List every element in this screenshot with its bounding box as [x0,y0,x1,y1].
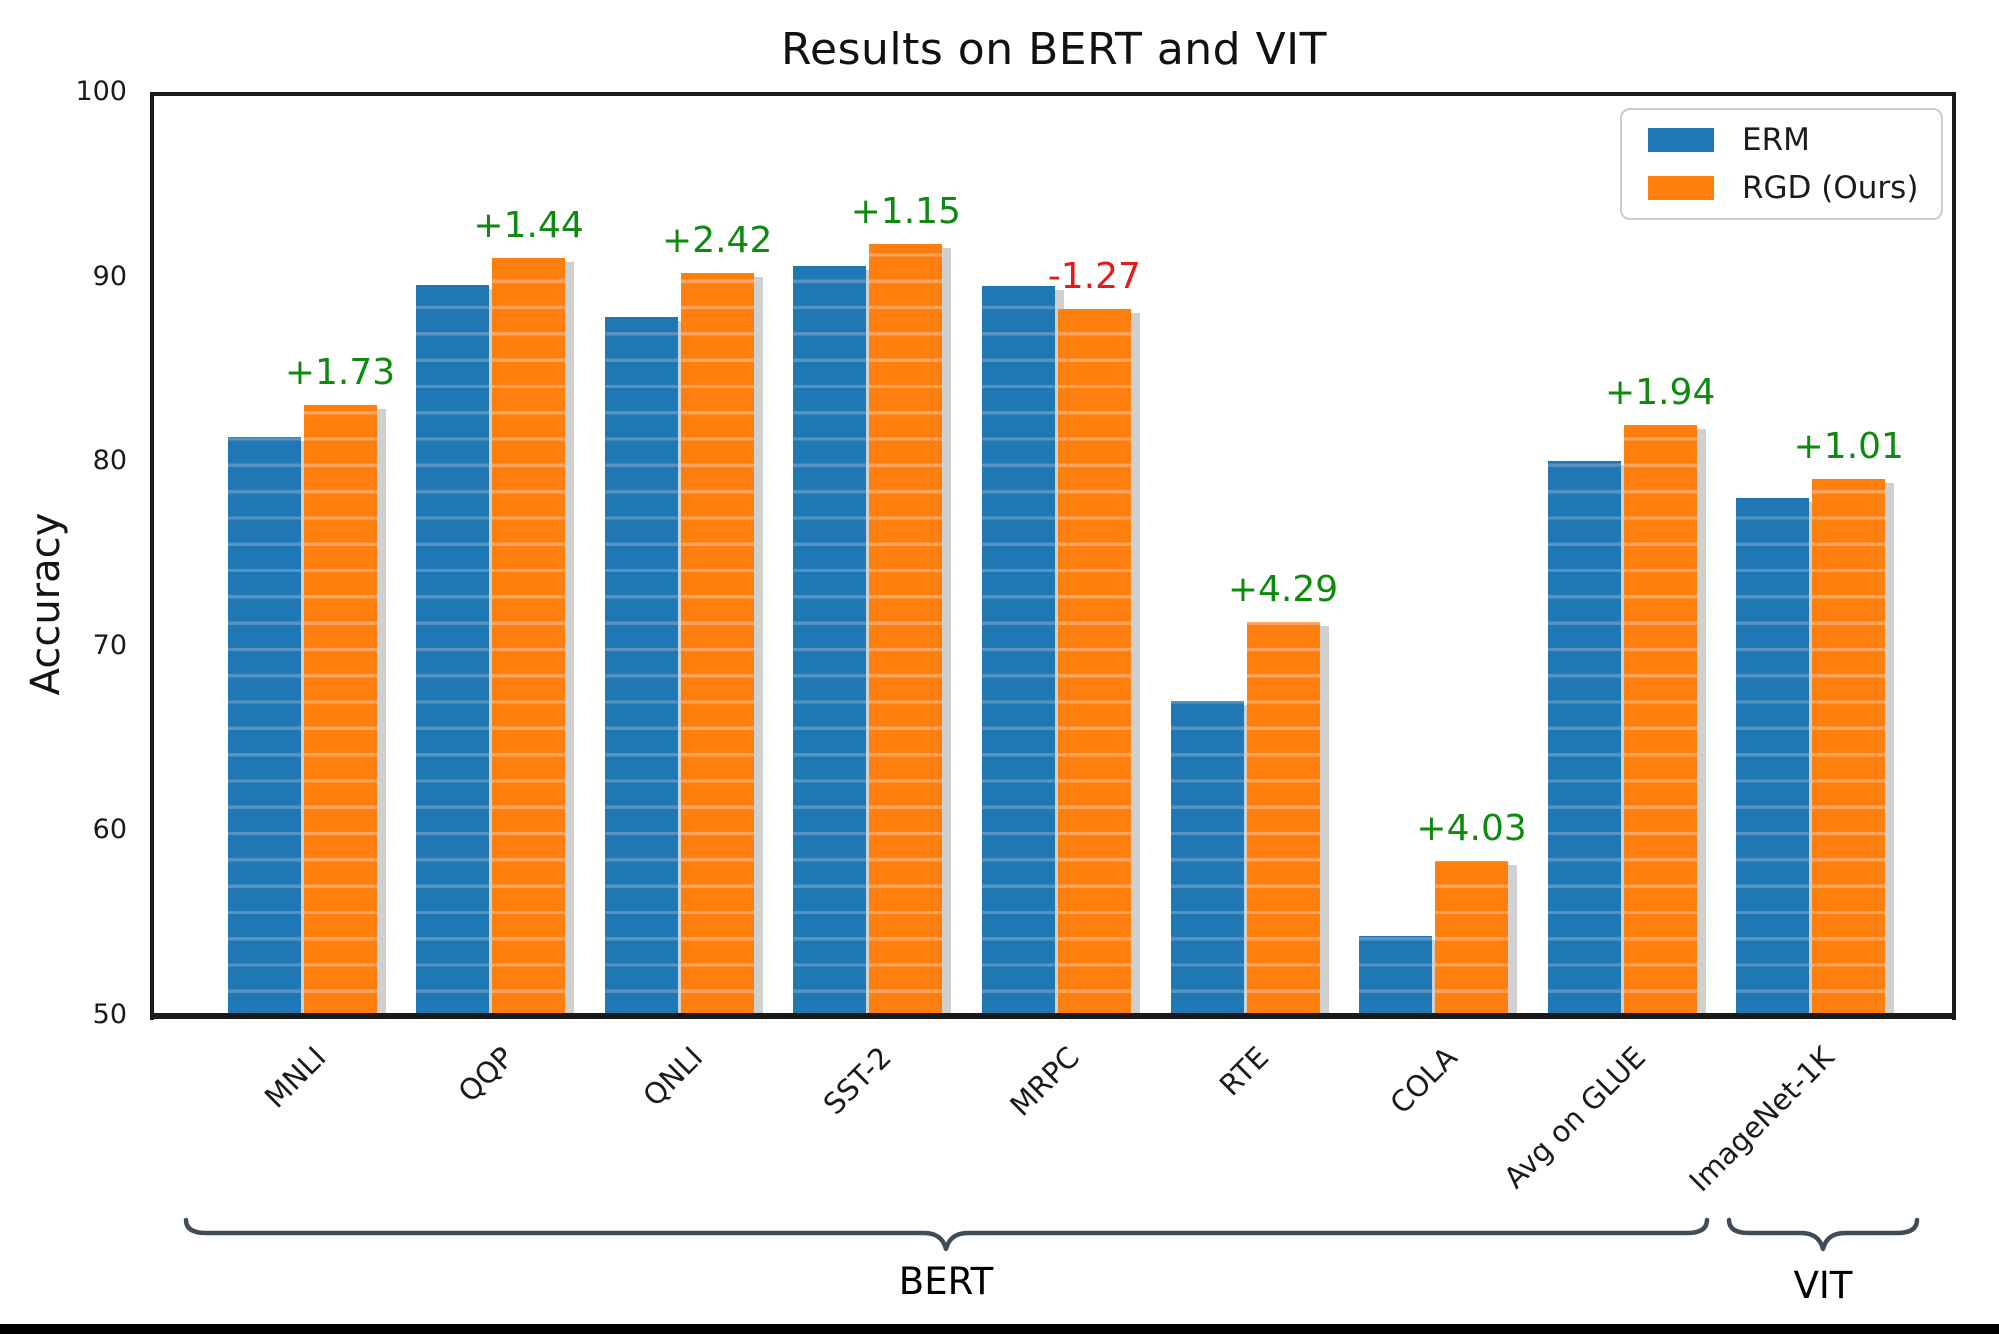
axis-spine-bottom [150,1013,1956,1019]
erm-color-swatch [1648,128,1714,152]
bar-rgd-cola [1435,861,1518,1017]
legend: ERM RGD (Ours) [1620,108,1943,220]
bert-brace [183,1217,1710,1252]
bottom-black-bar [0,1324,1999,1334]
vit-group-label: VIT [1793,1264,1853,1307]
bar-erm-qnli [604,317,687,1017]
x-tick-label-sst-2: SST-2 [816,1040,898,1122]
y-tick-label-90: 90 [92,260,127,292]
rgd-color-swatch [1648,176,1714,200]
delta-label-rte: +4.29 [1227,568,1339,610]
bar-rgd-qnli [680,272,763,1018]
group-braces [183,1217,1920,1252]
bar-erm-avg-on-glue [1547,461,1630,1017]
y-tick-label-50: 50 [92,998,127,1030]
bar-rgd-rte [1246,621,1329,1017]
delta-label-imagenet-1k: +1.01 [1793,426,1904,468]
delta-label-cola: +4.03 [1416,808,1527,850]
bar-erm-qqp [416,284,499,1018]
delta-label-mrpc: -1.27 [1047,256,1141,298]
bar-rgd-mnli [303,405,386,1017]
x-tick-label-imagenet-1k: ImageNet-1K [1682,1040,1841,1199]
bar-rgd-qqp [492,258,575,1017]
x-tick-label-rte: RTE [1212,1040,1276,1103]
bar-rgd-avg-on-glue [1623,425,1706,1017]
y-tick-label-80: 80 [92,445,127,477]
legend-label-erm: ERM [1742,122,1810,158]
delta-label-mnli: +1.73 [284,352,396,394]
bar-erm-mrpc [981,285,1064,1018]
bar-rgd-mrpc [1057,309,1140,1017]
bar-rgd-sst-2 [869,244,952,1017]
bar-erm-imagenet-1k [1736,498,1819,1017]
x-tick-label-mnli: MNLI [257,1040,333,1115]
vit-brace [1726,1217,1920,1252]
y-axis-label: Accuracy [23,512,69,696]
chart-title: Results on BERT and VIT [780,24,1328,75]
delta-label-avg-on-glue: +1.94 [1605,372,1716,414]
x-tick-label-mrpc: MRPC [1003,1040,1087,1123]
x-tick-label-qqp: QQP [451,1040,521,1109]
axis-spine-left [150,92,154,1020]
axis-spine-right [1952,92,1956,1020]
delta-label-qqp: +1.44 [473,205,584,247]
x-tick-label-cola: COLA [1383,1040,1464,1121]
y-tick-label-70: 70 [92,629,127,661]
axis-spine-top [150,92,1956,96]
legend-item-erm: ERM [1648,122,1941,158]
bar-erm-rte [1170,701,1253,1017]
delta-label-qnli: +2.42 [662,219,773,261]
bar-erm-sst-2 [793,265,876,1018]
legend-label-rgd: RGD (Ours) [1742,170,1919,206]
bar-erm-cola [1359,935,1442,1018]
bar-erm-mnli [227,437,310,1017]
bar-rgd-imagenet-1k [1812,479,1895,1017]
x-tick-label-qnli: QNLI [636,1040,710,1113]
bert-group-label: BERT [898,1260,994,1303]
y-tick-label-60: 60 [92,814,127,846]
y-tick-label-100: 100 [75,75,127,107]
x-tick-label-avg-on-glue: Avg on GLUE [1497,1040,1653,1195]
delta-label-sst-2: +1.15 [850,191,961,233]
legend-item-rgd: RGD (Ours) [1648,170,1941,206]
